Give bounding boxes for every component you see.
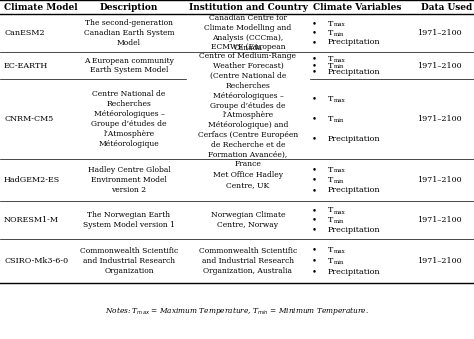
Text: min: min (334, 179, 344, 184)
Text: •: • (311, 165, 317, 174)
Text: Precipitation: Precipitation (328, 135, 381, 143)
Text: •: • (311, 176, 317, 184)
Text: 1971–2100: 1971–2100 (417, 29, 462, 37)
Text: 1971–2100: 1971–2100 (417, 176, 462, 184)
Text: CNRM-CM5: CNRM-CM5 (4, 115, 53, 123)
Text: ECMWF (European
Centre of Medium-Range
Weather Forecast)
(Centre National de
Rec: ECMWF (European Centre of Medium-Range W… (198, 43, 298, 168)
Text: Commonwealth Scientific
and Industrial Research
Organization, Australia: Commonwealth Scientific and Industrial R… (199, 247, 297, 275)
Text: min: min (334, 32, 344, 37)
Text: T: T (328, 55, 333, 63)
Text: T: T (328, 165, 333, 174)
Text: T: T (328, 257, 333, 265)
Text: •: • (311, 95, 317, 103)
Text: min: min (334, 64, 344, 69)
Text: •: • (311, 68, 317, 77)
Text: min: min (334, 118, 344, 123)
Text: HadGEM2-ES: HadGEM2-ES (4, 176, 60, 184)
Text: Data Used: Data Used (421, 2, 472, 12)
Text: Institution and Country: Institution and Country (189, 2, 308, 12)
Text: T: T (328, 176, 333, 184)
Text: •: • (311, 135, 317, 143)
Text: T: T (328, 206, 333, 215)
Text: 1971–2100: 1971–2100 (417, 216, 462, 224)
Text: •: • (311, 267, 317, 277)
Text: max: max (334, 210, 345, 215)
Text: •: • (311, 38, 317, 47)
Text: •: • (311, 115, 317, 123)
Text: max: max (334, 22, 345, 27)
Text: Climate Model: Climate Model (4, 2, 78, 12)
Text: •: • (311, 28, 317, 38)
Text: Centre National de
Recherches
Météorologiques –
Groupe d’études de
l’Atmosphère
: Centre National de Recherches Météorolog… (91, 91, 167, 147)
Text: •: • (311, 61, 317, 70)
Text: EC-EARTH: EC-EARTH (4, 61, 48, 69)
Text: •: • (311, 225, 317, 234)
Text: Description: Description (100, 2, 158, 12)
Text: Precipitation: Precipitation (328, 186, 381, 195)
Text: 1971–2100: 1971–2100 (417, 61, 462, 69)
Text: The Norwegian Earth
System Model version 1: The Norwegian Earth System Model version… (83, 211, 175, 229)
Text: •: • (311, 54, 317, 63)
Text: T: T (328, 20, 333, 27)
Text: min: min (334, 219, 344, 224)
Text: •: • (311, 245, 317, 255)
Text: T: T (328, 115, 333, 123)
Text: Precipitation: Precipitation (328, 225, 381, 234)
Text: Norwegian Climate
Centre, Norway: Norwegian Climate Centre, Norway (211, 211, 285, 229)
Text: Precipitation: Precipitation (328, 68, 381, 76)
Text: NORESM1-M: NORESM1-M (4, 216, 59, 224)
Text: max: max (334, 249, 345, 254)
Text: Commonwealth Scientific
and Industrial Research
Organization: Commonwealth Scientific and Industrial R… (80, 247, 178, 275)
Text: Climate Variables: Climate Variables (313, 2, 401, 12)
Text: T: T (328, 95, 333, 103)
Text: •: • (311, 19, 317, 28)
Text: •: • (311, 216, 317, 224)
Text: T: T (328, 29, 333, 37)
Text: •: • (311, 186, 317, 195)
Text: T: T (328, 246, 333, 254)
Text: A European community
Earth System Model: A European community Earth System Model (84, 57, 174, 74)
Text: •: • (311, 257, 317, 265)
Text: max: max (334, 98, 345, 103)
Text: T: T (328, 216, 333, 224)
Text: Canadian Centre for
Climate Modelling and
Analysis (CCCma),
Canada: Canadian Centre for Climate Modelling an… (204, 14, 292, 52)
Text: •: • (311, 206, 317, 215)
Text: max: max (334, 168, 345, 174)
Text: Notes: T$_{max}$ = Maximum Temperature, T$_{min}$ = Minimum Temperature.: Notes: T$_{max}$ = Maximum Temperature, … (105, 305, 369, 317)
Text: min: min (334, 260, 344, 265)
Text: The second-generation
Canadian Earth System
Model: The second-generation Canadian Earth Sys… (84, 19, 174, 47)
Text: CSIRO-Mk3-6-0: CSIRO-Mk3-6-0 (4, 257, 68, 265)
Text: Hadley Centre Global
Environment Model
version 2: Hadley Centre Global Environment Model v… (88, 166, 170, 194)
Text: Met Office Hadley
Centre, UK: Met Office Hadley Centre, UK (213, 171, 283, 189)
Text: T: T (328, 61, 333, 69)
Text: 1971–2100: 1971–2100 (417, 115, 462, 123)
Text: max: max (334, 58, 345, 63)
Text: 1971–2100: 1971–2100 (417, 257, 462, 265)
Text: Precipitation: Precipitation (328, 268, 381, 276)
Text: Precipitation: Precipitation (328, 39, 381, 46)
Text: CanESM2: CanESM2 (4, 29, 45, 37)
